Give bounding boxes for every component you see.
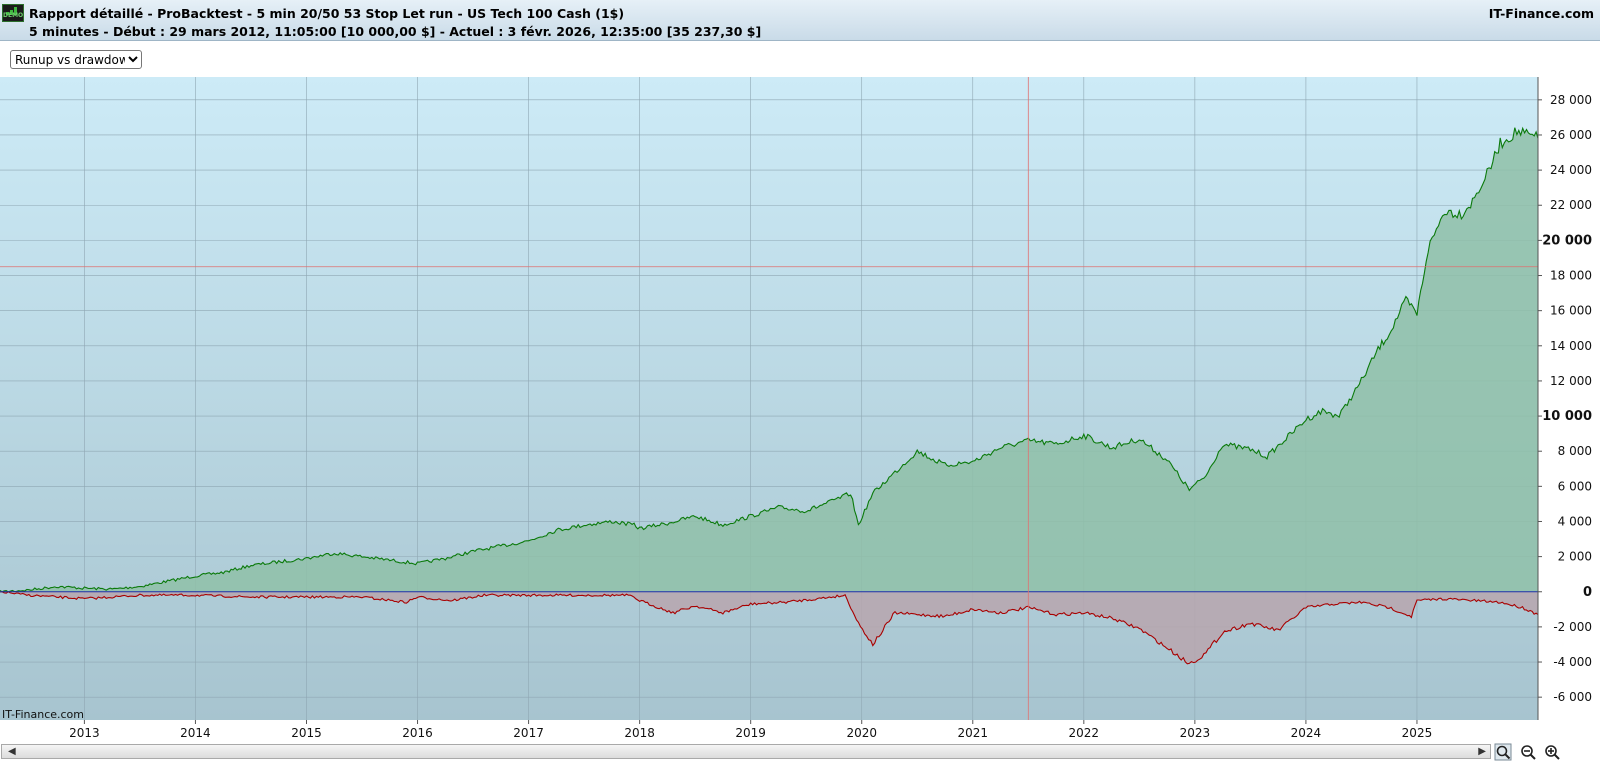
y-axis-ticks: 28 000 26 000 24 000 22 000 20 000 18 000 16 0… [1538,93,1592,704]
x-tick-label: 2023 [1180,726,1211,740]
y-tick-label: 18 000 [1550,269,1592,283]
y-tick-label: 4 000 [1558,514,1592,528]
chart-watermark: IT-Finance.com [2,708,84,721]
y-tick-label: 20 000 [1542,233,1592,248]
y-tick-label: 16 000 [1550,304,1592,318]
zoom-fit-icon[interactable] [1494,743,1512,761]
logo-bars-icon [6,7,20,15]
x-tick-label: 2025 [1402,726,1433,740]
scroll-left-icon[interactable]: ◀ [8,746,16,757]
x-tick-label: 2020 [846,726,877,740]
crosshair [0,77,1538,720]
axis-background [1538,77,1600,720]
equity-chart[interactable]: 28 000 26 000 24 000 22 000 20 000 18 000 16 0… [0,77,1600,740]
x-axis-ticks: 2013 2014 2015 2016 2017 2018 2019 2020 2021 2022… [69,720,1432,740]
x-axis-background [0,720,1538,740]
x-tick-label: 2017 [513,726,544,740]
series-lines [0,126,1539,665]
report-subtitle: 5 minutes - Début : 29 mars 2012, 11:05:… [29,24,762,39]
x-tick-label: 2016 [402,726,433,740]
runup-line [0,126,1539,593]
runup-area [0,127,1538,592]
x-tick-label: 2015 [291,726,322,740]
drawdown-line [0,591,1539,665]
x-tick-label: 2024 [1291,726,1322,740]
chart-scrollbar[interactable]: ◀ ▶ [1,744,1491,759]
y-tick-label: 10 000 [1542,409,1592,424]
y-tick-label: 28 000 [1550,93,1592,107]
x-tick-label: 2021 [957,726,988,740]
demo-logo-icon: DEMO [2,4,24,22]
scroll-right-icon[interactable]: ▶ [1478,746,1486,757]
y-tick-label: 14 000 [1550,339,1592,353]
x-tick-label: 2014 [180,726,211,740]
y-tick-label: -6 000 [1553,690,1592,704]
y-tick-label: -4 000 [1553,655,1592,669]
y-tick-label: 2 000 [1558,550,1592,564]
y-tick-label: 22 000 [1550,198,1592,212]
y-tick-label: 8 000 [1558,444,1592,458]
y-tick-label: 26 000 [1550,128,1592,142]
report-title: Rapport détaillé - ProBacktest - 5 min 2… [29,6,625,21]
x-tick-label: 2013 [69,726,100,740]
drawdown-area [0,591,1538,664]
y-tick-label: 12 000 [1550,374,1592,388]
series-areas [0,127,1538,664]
report-header: DEMO Rapport détaillé - ProBacktest - 5 … [0,0,1600,41]
view-select[interactable]: Runup vs drawdown [10,50,142,69]
brand-link[interactable]: IT-Finance.com [1488,6,1594,21]
x-tick-label: 2022 [1069,726,1100,740]
zoom-in-icon[interactable] [1543,743,1561,761]
logo-text: DEMO [3,12,24,19]
y-tick-label: 6 000 [1558,479,1592,493]
x-tick-label: 2019 [735,726,766,740]
y-tick-label: -2 000 [1553,620,1592,634]
y-tick-label: 24 000 [1550,163,1592,177]
plot-background [0,77,1538,720]
x-tick-label: 2018 [624,726,655,740]
zoom-out-icon[interactable] [1519,743,1537,761]
y-tick-label: 0 [1583,585,1592,600]
